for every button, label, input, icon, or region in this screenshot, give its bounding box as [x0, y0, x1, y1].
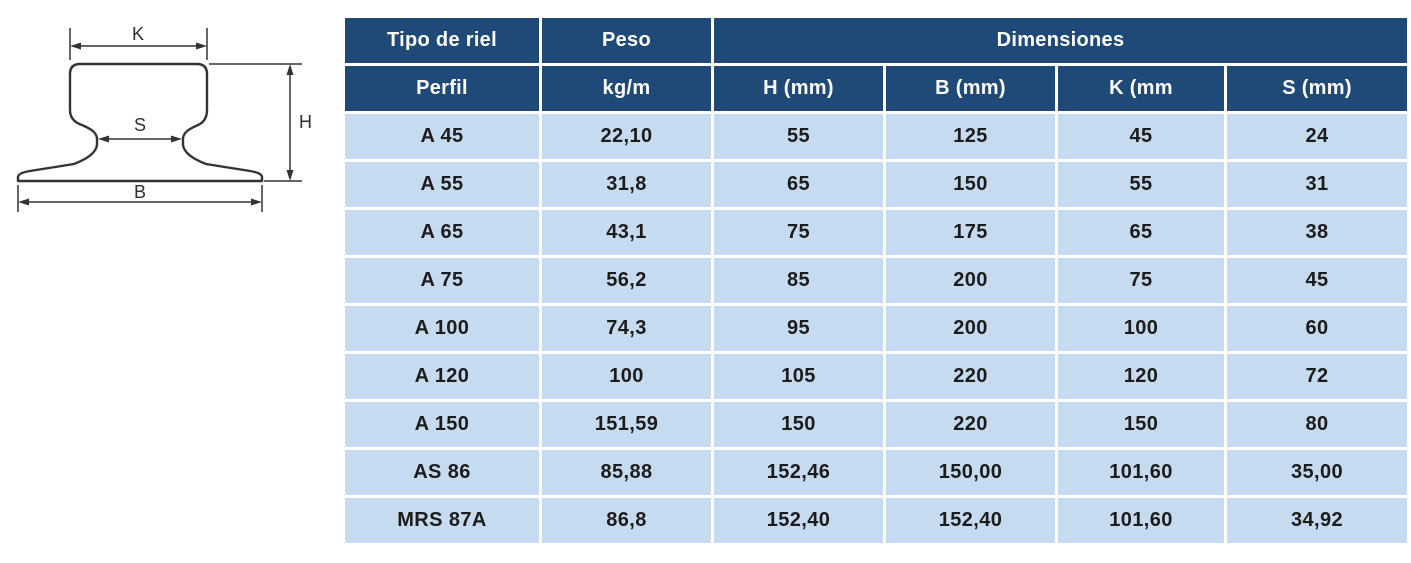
cell-k: 120: [1058, 354, 1224, 399]
cell-peso: 100: [542, 354, 711, 399]
cell-h: 55: [714, 114, 883, 159]
cell-b: 150,00: [886, 450, 1055, 495]
cell-b: 200: [886, 306, 1055, 351]
cell-b: 125: [886, 114, 1055, 159]
cell-h: 152,46: [714, 450, 883, 495]
h-arrowhead-top: [286, 64, 294, 75]
s-arrowhead-right: [171, 135, 182, 143]
cell-perfil: A 65: [345, 210, 539, 255]
cell-k: 150: [1058, 402, 1224, 447]
cell-s: 24: [1227, 114, 1407, 159]
cell-perfil: A 75: [345, 258, 539, 303]
cell-k: 45: [1058, 114, 1224, 159]
header-cell-h-mm: H (mm): [714, 66, 883, 111]
cell-perfil: A 45: [345, 114, 539, 159]
s-arrowhead-left: [98, 135, 109, 143]
header-cell-b-mm: B (mm): [886, 66, 1055, 111]
dimension-k: [69, 28, 208, 60]
cell-b: 150: [886, 162, 1055, 207]
cell-peso: 43,1: [542, 210, 711, 255]
cell-s: 45: [1227, 258, 1407, 303]
b-arrowhead-left: [18, 198, 29, 206]
cell-k: 101,60: [1058, 498, 1224, 543]
header-cell-k-mm: K (mm: [1058, 66, 1224, 111]
cell-b: 175: [886, 210, 1055, 255]
cell-s: 38: [1227, 210, 1407, 255]
cell-b: 152,40: [886, 498, 1055, 543]
k-arrowhead-left: [70, 42, 81, 50]
dimension-h: [209, 63, 302, 182]
rail-outline: [16, 62, 264, 183]
cell-peso: 151,59: [542, 402, 711, 447]
cell-perfil: A 55: [345, 162, 539, 207]
cell-perfil: A 150: [345, 402, 539, 447]
cell-b: 220: [886, 402, 1055, 447]
cell-peso: 85,88: [542, 450, 711, 495]
cell-k: 101,60: [1058, 450, 1224, 495]
cell-peso: 74,3: [542, 306, 711, 351]
cell-perfil: AS 86: [345, 450, 539, 495]
rail-cross-section-diagram: K H S B: [6, 14, 328, 238]
cell-h: 65: [714, 162, 883, 207]
cell-b: 220: [886, 354, 1055, 399]
cell-b: 200: [886, 258, 1055, 303]
cell-h: 85: [714, 258, 883, 303]
dimension-label-k: K: [132, 24, 144, 44]
cell-s: 80: [1227, 402, 1407, 447]
header-cell-s-mm: S (mm): [1227, 66, 1407, 111]
dimension-label-b: B: [134, 182, 146, 202]
h-arrowhead-bottom: [286, 170, 294, 181]
cell-s: 60: [1227, 306, 1407, 351]
cell-perfil: A 100: [345, 306, 539, 351]
cell-k: 55: [1058, 162, 1224, 207]
cell-h: 152,40: [714, 498, 883, 543]
cell-k: 75: [1058, 258, 1224, 303]
cell-perfil: A 120: [345, 354, 539, 399]
cell-s: 34,92: [1227, 498, 1407, 543]
header-cell-kgm: kg/m: [542, 66, 711, 111]
dimension-b: [17, 185, 263, 212]
header-cell-peso: Peso: [542, 18, 711, 63]
cell-h: 150: [714, 402, 883, 447]
cell-perfil: MRS 87A: [345, 498, 539, 543]
cell-peso: 22,10: [542, 114, 711, 159]
cell-s: 72: [1227, 354, 1407, 399]
b-arrowhead-right: [251, 198, 262, 206]
rail-spec-table: Tipo de riel Peso Dimensiones Perfil kg/…: [345, 18, 1407, 543]
dimension-label-h: H: [299, 112, 312, 132]
cell-k: 100: [1058, 306, 1224, 351]
cell-h: 75: [714, 210, 883, 255]
header-cell-dimensiones: Dimensiones: [714, 18, 1407, 63]
cell-peso: 86,8: [542, 498, 711, 543]
rail-profile-drawing: K H S B: [16, 24, 312, 212]
cell-s: 31: [1227, 162, 1407, 207]
cell-peso: 31,8: [542, 162, 711, 207]
k-arrowhead-right: [196, 42, 207, 50]
cell-s: 35,00: [1227, 450, 1407, 495]
cell-h: 105: [714, 354, 883, 399]
dimension-label-s: S: [134, 115, 146, 135]
cell-h: 95: [714, 306, 883, 351]
header-cell-perfil: Perfil: [345, 66, 539, 111]
cell-k: 65: [1058, 210, 1224, 255]
cell-peso: 56,2: [542, 258, 711, 303]
header-cell-tipo-de-riel: Tipo de riel: [345, 18, 539, 63]
